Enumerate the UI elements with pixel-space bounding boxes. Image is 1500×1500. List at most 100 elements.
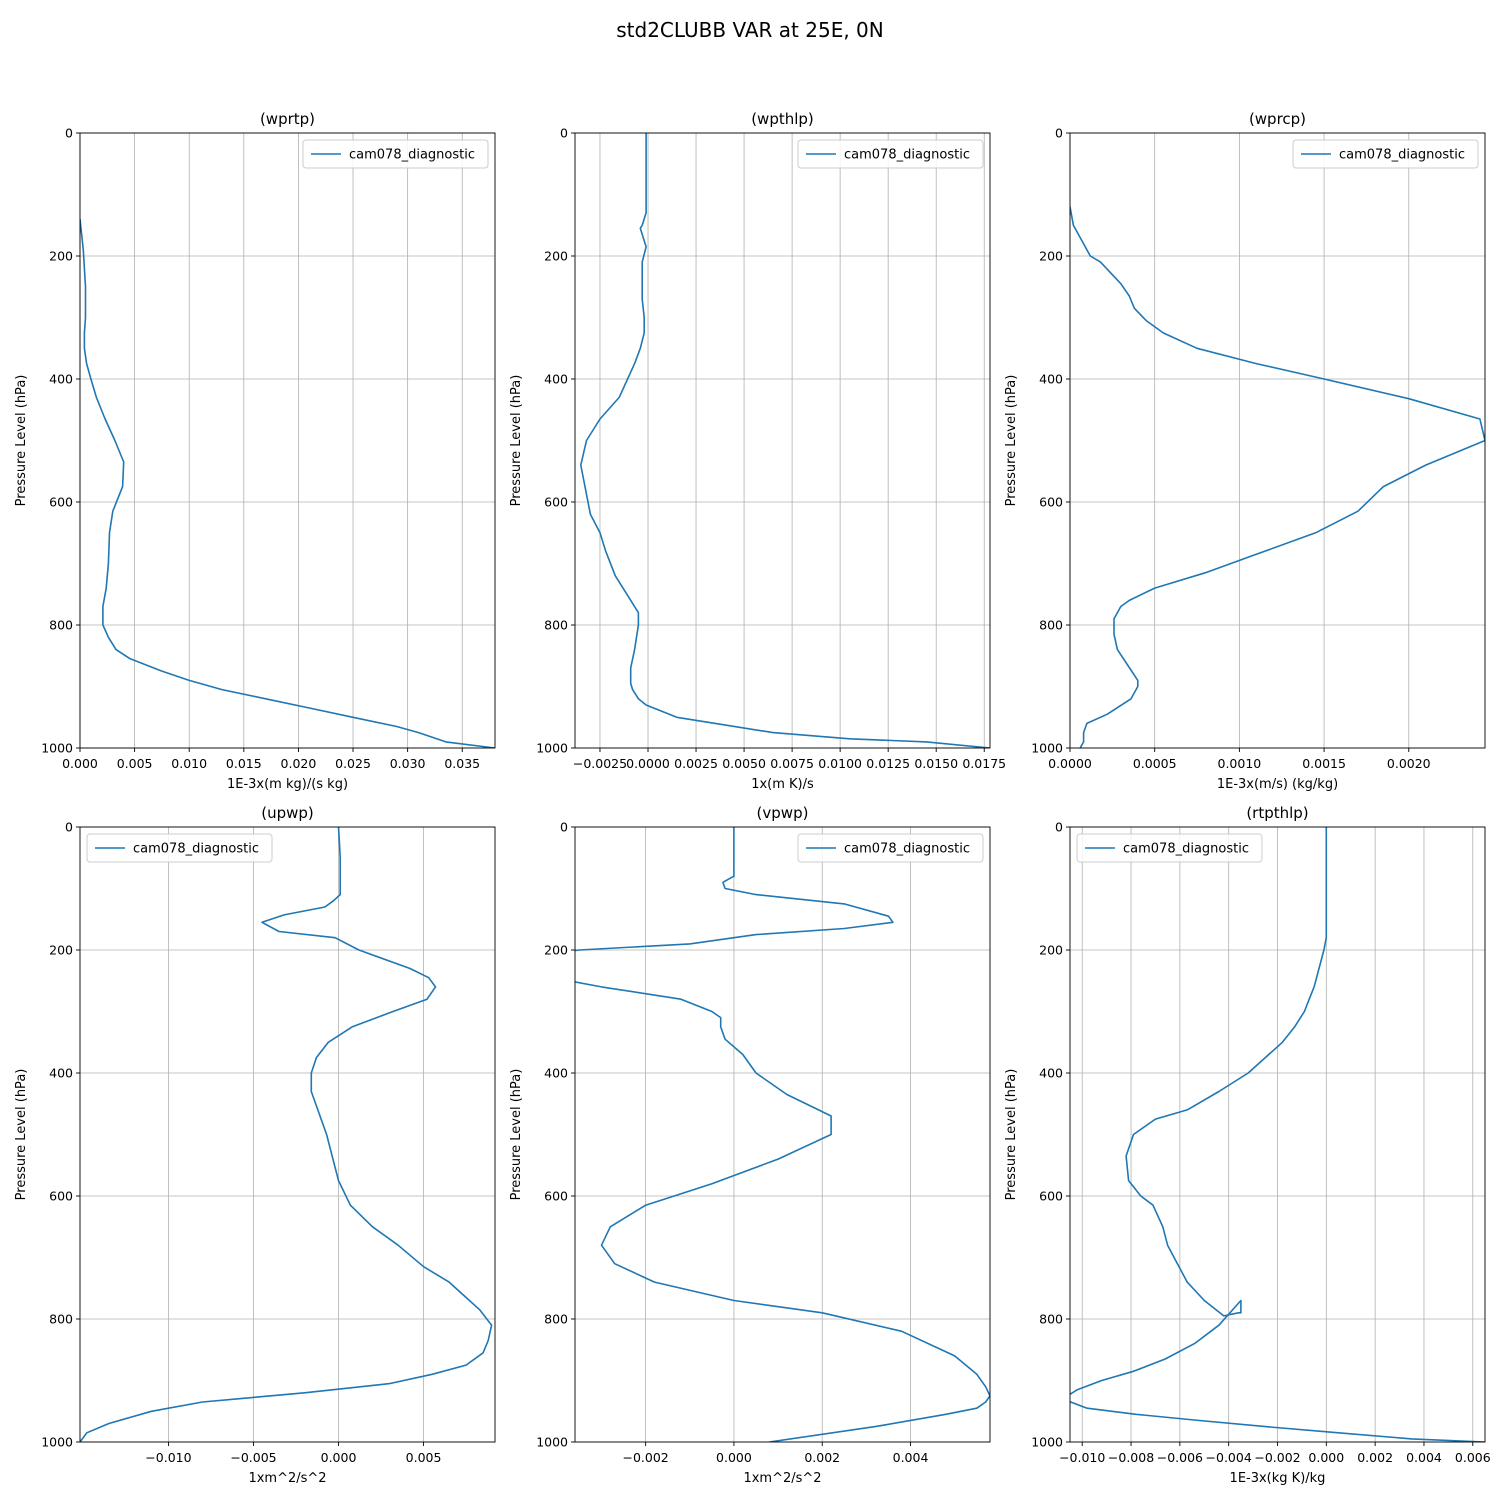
x-tick-label: 0.004 xyxy=(893,1450,929,1465)
axes-frame xyxy=(79,132,496,749)
y-tick-label: 1000 xyxy=(536,741,568,756)
series-line-1 xyxy=(1070,827,1485,1442)
x-tick-label: 0.000 xyxy=(62,756,98,771)
x-tick-label: 0.0100 xyxy=(818,756,862,771)
legend-box xyxy=(797,139,984,169)
legend-box xyxy=(797,833,984,863)
y-tick-label: 600 xyxy=(544,1189,568,1204)
x-tick-label: 0.006 xyxy=(1455,1450,1491,1465)
y-tick-label: 600 xyxy=(1039,495,1063,510)
y-tick-label: 0 xyxy=(1055,820,1063,835)
y-tick-label: 400 xyxy=(544,372,568,387)
x-tick-label: 0.015 xyxy=(226,756,262,771)
figure-title: std2CLUBB VAR at 25E, 0N xyxy=(616,18,884,42)
panel-5: −0.002 0.000 0.002 0.004 0 200 400 600 800 1000 (v… xyxy=(509,804,991,1486)
x-tick-label: 0.0050 xyxy=(722,756,766,771)
y-tick-label: 200 xyxy=(49,249,73,264)
panel-title: (wprcp) xyxy=(1249,110,1306,128)
x-tick-label: 0.030 xyxy=(390,756,426,771)
panel-4: −0.010 −0.005 0.000 0.005 0 200 400 600 800 1000 (… xyxy=(14,804,496,1486)
y-tick-label: 800 xyxy=(544,618,568,633)
y-tick-label: 400 xyxy=(49,1066,73,1081)
panel-title: (rtpthlp) xyxy=(1246,804,1308,822)
legend: cam078_diagnostic xyxy=(86,833,273,863)
axes-frame xyxy=(1069,132,1486,749)
y-tick-label: 600 xyxy=(544,495,568,510)
x-tick-label: −0.002 xyxy=(1254,1450,1300,1465)
legend-box xyxy=(302,139,489,169)
x-tick-label: 0.0015 xyxy=(1302,756,1346,771)
panels: 0.000 0.005 0.010 0.015 0.020 0.025 0.030 0.035… xyxy=(14,110,1491,1486)
y-tick-label: 0 xyxy=(560,126,568,141)
legend-box xyxy=(1076,833,1263,863)
y-tick-label: 1000 xyxy=(536,1435,568,1450)
x-tick-label: −0.004 xyxy=(1206,1450,1252,1465)
legend: cam078_diagnostic xyxy=(797,833,984,863)
y-axis-label: Pressure Level (hPa) xyxy=(1004,375,1019,507)
x-tick-label: −0.005 xyxy=(230,1450,276,1465)
y-tick-label: 800 xyxy=(49,618,73,633)
legend-label: cam078_diagnostic xyxy=(133,842,259,857)
x-tick-label: 0.0150 xyxy=(914,756,958,771)
x-tick-label: −0.0025 xyxy=(573,756,627,771)
y-tick-label: 200 xyxy=(544,943,568,958)
x-tick-label: 0.0000 xyxy=(626,756,670,771)
y-tick-label: 200 xyxy=(49,943,73,958)
y-tick-label: 1000 xyxy=(41,1435,73,1450)
x-tick-label: 0.0005 xyxy=(1133,756,1177,771)
x-axis-label: 1x(m K)/s xyxy=(751,777,814,792)
axes-frame xyxy=(574,132,991,749)
y-tick-label: 800 xyxy=(1039,618,1063,633)
series-line-1 xyxy=(80,827,493,1442)
y-tick-label: 0 xyxy=(65,126,73,141)
x-tick-label: 0.004 xyxy=(1406,1450,1442,1465)
y-tick-label: 800 xyxy=(1039,1312,1063,1327)
y-axis-label: Pressure Level (hPa) xyxy=(14,375,29,507)
axes-frame xyxy=(574,826,991,1443)
series-line-1 xyxy=(575,827,990,1442)
x-tick-label: −0.010 xyxy=(145,1450,191,1465)
x-tick-label: 0.005 xyxy=(117,756,153,771)
x-tick-label: 0.002 xyxy=(1357,1450,1393,1465)
legend: cam078_diagnostic xyxy=(797,139,984,169)
x-tick-label: 0.000 xyxy=(321,1450,357,1465)
y-tick-label: 400 xyxy=(544,1066,568,1081)
x-tick-label: 0.025 xyxy=(335,756,371,771)
x-tick-label: 0.0010 xyxy=(1218,756,1262,771)
x-tick-label: 0.0175 xyxy=(962,756,1006,771)
y-axis-label: Pressure Level (hPa) xyxy=(1004,1069,1019,1201)
x-tick-label: −0.006 xyxy=(1157,1450,1203,1465)
panel-3: 0.0000 0.0005 0.0010 0.0015 0.0020 0 200 400 600… xyxy=(1004,110,1486,792)
legend-label: cam078_diagnostic xyxy=(349,148,475,163)
y-tick-label: 1000 xyxy=(1031,741,1063,756)
legend-box xyxy=(86,833,273,863)
y-tick-label: 0 xyxy=(560,820,568,835)
legend: cam078_diagnostic xyxy=(1292,139,1479,169)
panel-6: −0.010 −0.008 −0.006 −0.004 −0.002 0.000 0.002… xyxy=(1004,804,1491,1486)
x-tick-label: 0.0075 xyxy=(770,756,814,771)
panel-title: (upwp) xyxy=(261,804,314,822)
x-tick-label: 0.0000 xyxy=(1048,756,1092,771)
x-tick-label: 0.005 xyxy=(406,1450,442,1465)
x-tick-label: 0.0020 xyxy=(1387,756,1431,771)
legend: cam078_diagnostic xyxy=(302,139,489,169)
panel-title: (wpthlp) xyxy=(751,110,814,128)
x-tick-label: −0.010 xyxy=(1059,1450,1105,1465)
y-tick-label: 600 xyxy=(1039,1189,1063,1204)
series-line-1 xyxy=(1070,206,1485,748)
x-tick-label: 0.0125 xyxy=(866,756,910,771)
x-axis-label: 1E-3x(m/s) (kg/kg) xyxy=(1217,777,1338,792)
x-tick-label: 0.002 xyxy=(804,1450,840,1465)
panel-2: −0.0025 0.0000 0.0025 0.0050 0.0075 0.0100 0.0… xyxy=(509,110,1006,792)
x-tick-label: 0.035 xyxy=(444,756,480,771)
y-tick-label: 400 xyxy=(1039,372,1063,387)
series-line-1 xyxy=(80,219,495,748)
y-tick-label: 0 xyxy=(1055,126,1063,141)
x-tick-label: 0.000 xyxy=(716,1450,752,1465)
y-tick-label: 1000 xyxy=(41,741,73,756)
x-axis-label: 1E-3x(m kg)/(s kg) xyxy=(227,777,348,792)
series-line-1 xyxy=(579,133,990,748)
x-axis-label: 1xm^2/s^2 xyxy=(743,1471,821,1486)
